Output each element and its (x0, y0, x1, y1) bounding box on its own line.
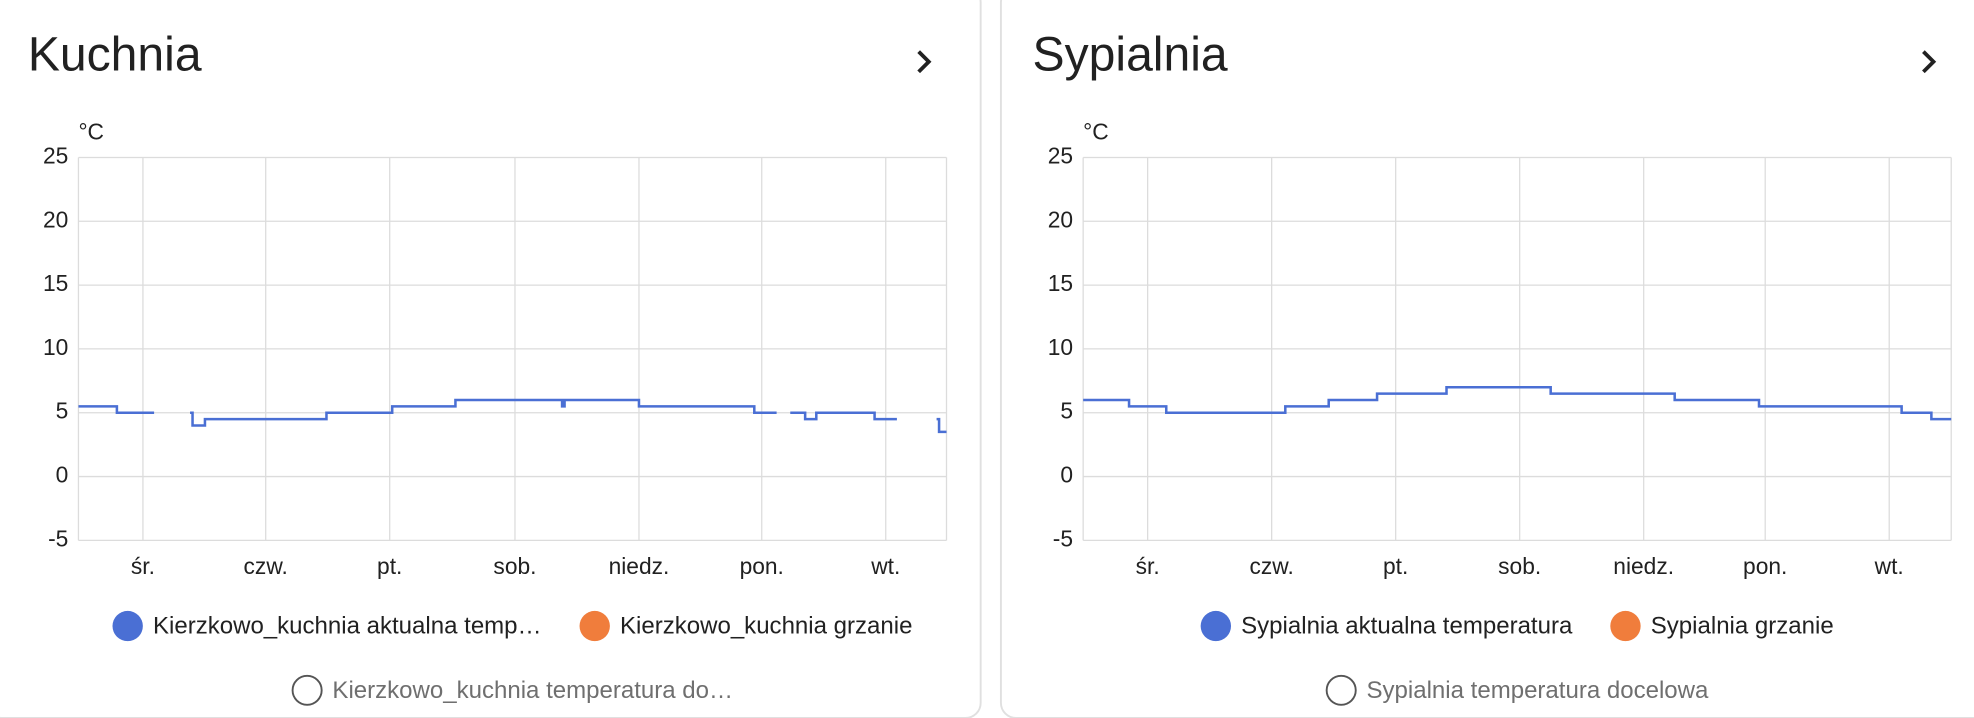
series-line (190, 398, 777, 427)
legend-marker[interactable] (291, 674, 323, 706)
x-tick-label: pon. (740, 553, 784, 579)
x-tick-label: wt. (870, 553, 900, 579)
x-tick-label: pt. (377, 553, 402, 579)
legend-marker[interactable] (1200, 610, 1232, 642)
y-tick-label: 10 (1048, 334, 1073, 360)
y-axis-unit: °C (1083, 119, 1109, 145)
y-tick-label: 25 (1048, 142, 1073, 168)
legend-marker[interactable] (1325, 674, 1357, 706)
y-tick-label: 5 (1060, 398, 1073, 424)
x-tick-label: pon. (1743, 553, 1787, 579)
legend-label[interactable]: Kierzkowo_kuchnia temperatura do… (332, 677, 733, 704)
legend-marker[interactable] (112, 610, 143, 642)
y-tick-label: 25 (43, 142, 68, 168)
x-tick-label: wt. (1874, 553, 1904, 579)
card (999, 0, 1974, 718)
y-tick-label: 0 (1060, 462, 1073, 488)
x-tick-label: niedz. (1613, 553, 1674, 579)
y-tick-label: 20 (1048, 206, 1073, 232)
legend-label[interactable]: Kierzkowo_kuchnia grzanie (620, 613, 912, 640)
y-tick-label: 0 (56, 462, 69, 488)
series-line (790, 411, 897, 421)
y-tick-label: -5 (1053, 525, 1073, 551)
x-tick-label: śr. (1136, 553, 1160, 579)
x-tick-label: niedz. (609, 553, 670, 579)
legend-label[interactable]: Sypialnia temperatura docelowa (1367, 677, 1710, 704)
legend-marker[interactable] (1610, 610, 1641, 642)
x-tick-label: sob. (1498, 553, 1541, 579)
y-tick-label: 15 (1048, 270, 1073, 296)
card-title: Kuchnia (28, 29, 202, 82)
y-tick-label: 10 (43, 334, 68, 360)
more-info-chevron[interactable] (917, 50, 932, 74)
y-tick-label: -5 (48, 525, 68, 551)
y-tick-label: 20 (43, 206, 68, 232)
y-tick-label: 5 (56, 398, 69, 424)
x-tick-label: pt. (1383, 553, 1408, 579)
x-tick-label: czw. (1250, 553, 1294, 579)
x-tick-label: śr. (131, 553, 155, 579)
legend-label[interactable]: Sypialnia grzanie (1651, 613, 1834, 640)
legend-label[interactable]: Kierzkowo_kuchnia aktualna temp… (153, 613, 542, 640)
y-axis-unit: °C (78, 119, 104, 145)
series-line (936, 417, 947, 434)
card-title: Sypialnia (1033, 29, 1228, 82)
legend-label[interactable]: Sypialnia aktualna temperatura (1241, 613, 1573, 640)
legend-marker[interactable] (579, 610, 610, 642)
x-tick-label: sob. (493, 553, 536, 579)
card (0, 0, 982, 718)
y-tick-label: 15 (43, 270, 68, 296)
x-tick-label: czw. (244, 553, 288, 579)
series-line (78, 405, 155, 415)
more-info-chevron[interactable] (1922, 50, 1937, 74)
series-line (1083, 385, 1952, 421)
